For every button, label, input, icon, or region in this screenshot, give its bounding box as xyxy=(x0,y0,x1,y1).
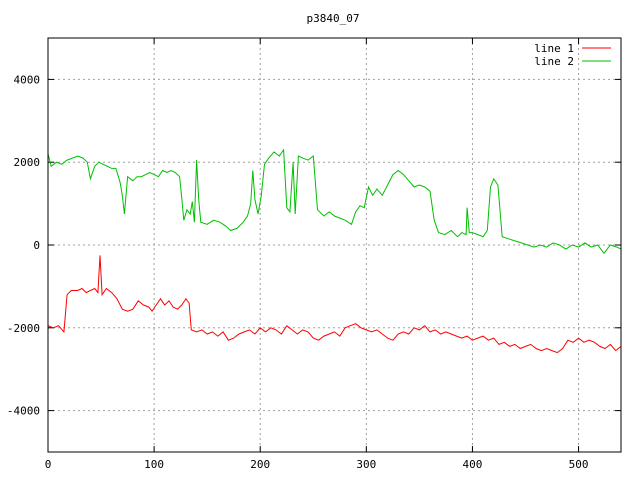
y-tick-label: -2000 xyxy=(7,322,40,335)
y-tick-label: 4000 xyxy=(14,73,41,86)
x-tick-label: 400 xyxy=(463,458,483,471)
x-tick-label: 500 xyxy=(569,458,589,471)
x-tick-label: 200 xyxy=(250,458,270,471)
y-tick-label: 0 xyxy=(33,239,40,252)
x-tick-label: 0 xyxy=(45,458,52,471)
legend-label-1: line 1 xyxy=(534,42,574,55)
legend-label-2: line 2 xyxy=(534,55,574,68)
x-tick-label: 300 xyxy=(356,458,376,471)
series-group xyxy=(47,148,622,354)
y-axis-ticks: -4000 -2000 0 2000 4000 xyxy=(7,73,621,418)
x-tick-label: 100 xyxy=(144,458,164,471)
y-tick-label: -4000 xyxy=(7,405,40,418)
grid xyxy=(47,38,621,452)
plot-frame xyxy=(47,37,622,453)
series-line-1 xyxy=(47,255,622,354)
x-axis-ticks: 0 100 200 300 400 500 xyxy=(45,38,589,471)
chart-title: p3840_07 xyxy=(307,12,360,25)
y-tick-label: 2000 xyxy=(14,156,41,169)
series-line-2 xyxy=(47,148,622,255)
